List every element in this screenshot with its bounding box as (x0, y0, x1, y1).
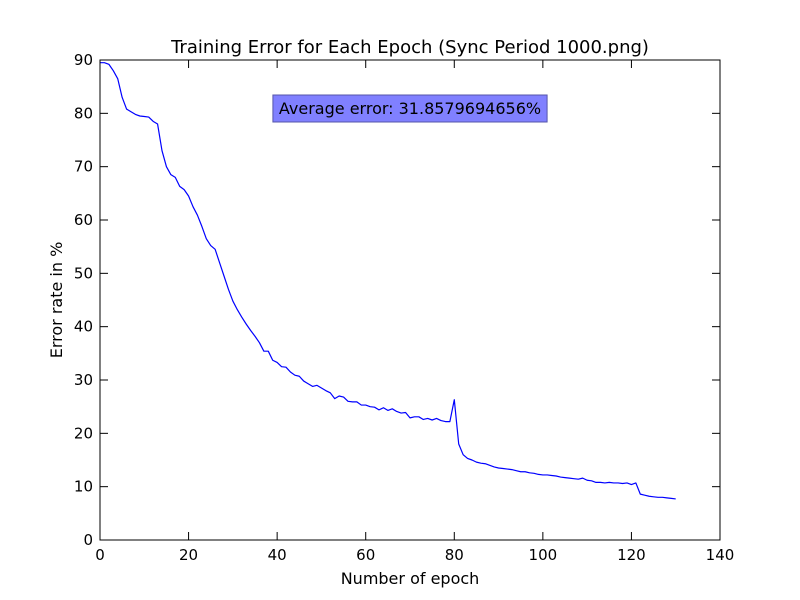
x-tick-label: 20 (179, 546, 198, 564)
plot-area: 0 20 40 60 80 100 120 140 0 10 20 30 40 50 60 70 80 90 Ave… (74, 51, 734, 564)
annotation-text: Average error: 31.8579694656% (279, 99, 541, 118)
y-tick-label: 0 (83, 531, 93, 549)
series-line-0 (100, 62, 676, 500)
annotation-box (272, 94, 548, 123)
y-tick-label: 40 (74, 318, 93, 336)
y-tick-label: 10 (74, 478, 93, 496)
x-tick-label: 100 (529, 546, 558, 564)
y-tick-label: 50 (74, 264, 93, 282)
y-tick-label: 30 (74, 371, 93, 389)
chart-title: Training Error for Each Epoch (Sync Peri… (170, 37, 649, 58)
x-tick-label: 80 (445, 546, 464, 564)
x-axis-label: Number of epoch (341, 569, 480, 588)
x-tick-label: 120 (617, 546, 646, 564)
x-tick-label: 0 (95, 546, 105, 564)
y-tick-label: 20 (74, 424, 93, 442)
y-tick-label: 80 (74, 104, 93, 122)
x-tick-label: 60 (356, 546, 375, 564)
x-tick-label: 40 (268, 546, 287, 564)
y-axis-label: Error rate in % (47, 242, 66, 359)
y-tick-label: 70 (74, 158, 93, 176)
y-tick-label: 90 (74, 51, 93, 69)
y-tick-label: 60 (74, 211, 93, 229)
plot-frame (99, 59, 721, 541)
x-tick-label: 140 (706, 546, 735, 564)
